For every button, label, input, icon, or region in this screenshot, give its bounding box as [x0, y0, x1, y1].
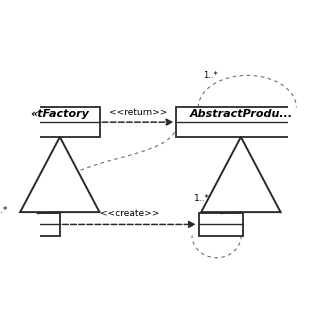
- Text: «tFactory: «tFactory: [30, 109, 89, 119]
- Polygon shape: [20, 137, 100, 212]
- Text: .*: .*: [0, 205, 8, 215]
- Text: <<return>>: <<return>>: [109, 108, 167, 117]
- Polygon shape: [201, 137, 281, 212]
- Text: AbstractProdu...: AbstractProdu...: [189, 109, 292, 119]
- Text: 1..*: 1..*: [194, 195, 210, 204]
- Text: <<create>>: <<create>>: [100, 209, 159, 218]
- Bar: [20, 108, 100, 137]
- Bar: [176, 108, 305, 137]
- Bar: [199, 213, 244, 236]
- Text: 1..*: 1..*: [203, 71, 218, 80]
- Bar: [15, 213, 60, 236]
